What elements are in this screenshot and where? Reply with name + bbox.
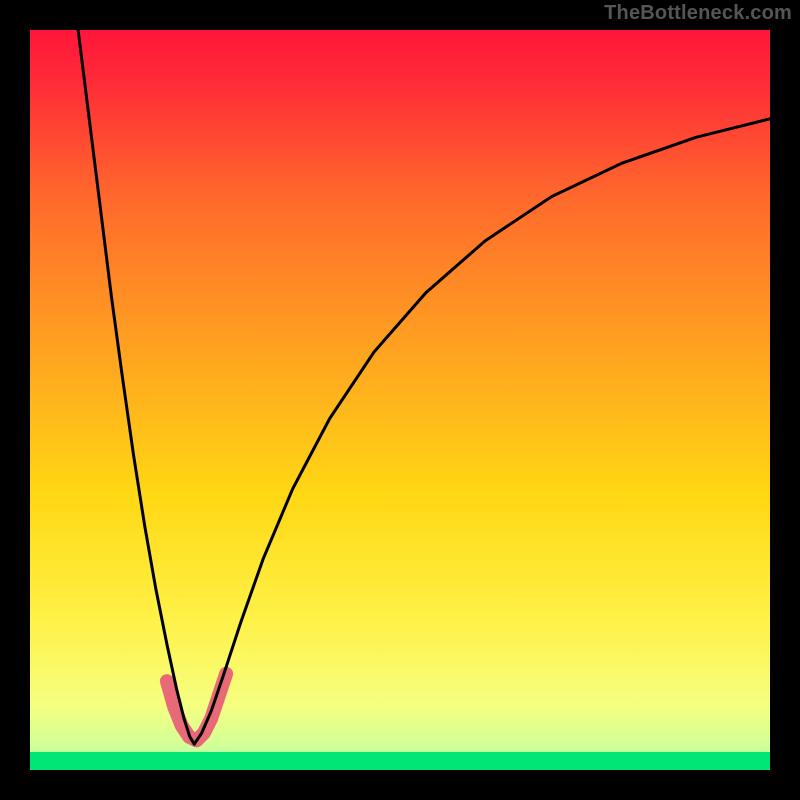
chart-stage: TheBottleneck.com [0, 0, 800, 800]
left-curve [78, 30, 194, 744]
bottleneck-curves [0, 0, 800, 800]
right-curve [194, 119, 770, 744]
source-watermark: TheBottleneck.com [604, 2, 792, 25]
